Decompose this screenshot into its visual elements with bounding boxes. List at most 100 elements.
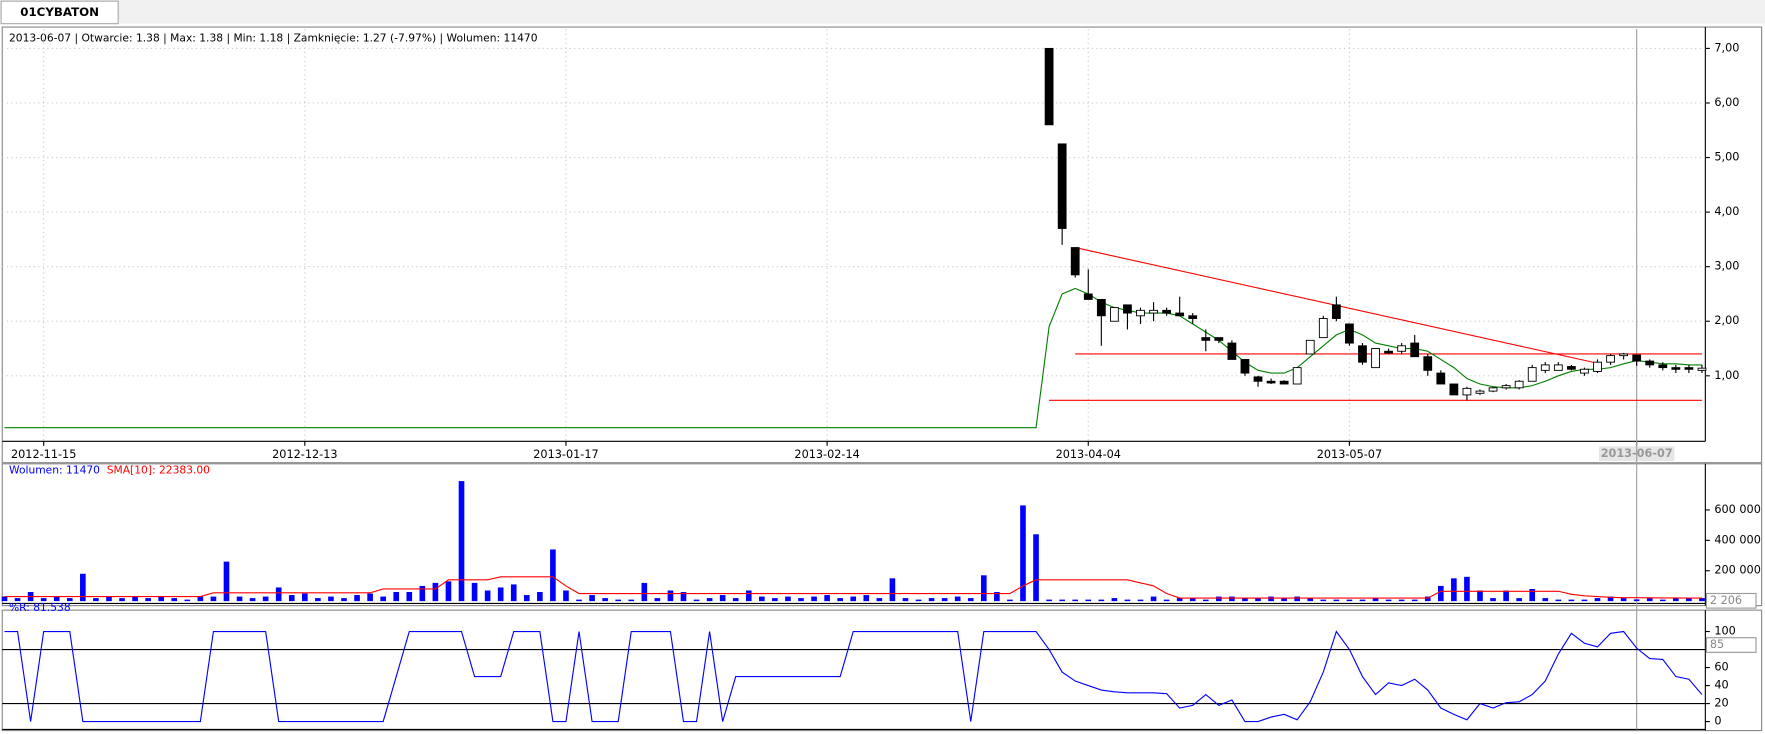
volume-bar — [1020, 505, 1026, 602]
candle-body — [1540, 364, 1550, 371]
y-tick-label: 400 000 — [1714, 533, 1761, 546]
volume-bar — [328, 596, 334, 602]
volume-bar — [654, 598, 661, 602]
volume-bar — [119, 598, 125, 602]
sma-line — [4, 576, 1702, 599]
volume-bar — [497, 587, 504, 602]
candle-body — [1162, 309, 1172, 314]
volume-bar — [1503, 590, 1509, 602]
volume-bar — [1359, 599, 1366, 602]
volume-bar — [66, 598, 73, 602]
volume-bar — [1451, 578, 1457, 602]
candle-body — [1240, 358, 1250, 374]
volume-bar — [1281, 598, 1287, 602]
volume-bar — [80, 573, 86, 602]
volume-bar — [354, 595, 360, 602]
y-tick-label: 600 000 — [1714, 503, 1761, 516]
volume-bar — [445, 581, 452, 602]
volume-bar — [706, 598, 713, 602]
y-tick-label: 100 — [1714, 625, 1735, 638]
volume-bar — [928, 598, 935, 602]
volume-bar — [745, 590, 752, 602]
candle-body — [1449, 383, 1459, 396]
candle-body — [1358, 345, 1367, 363]
candle-body — [1345, 323, 1354, 344]
volume-bar — [811, 596, 817, 602]
volume-bar — [484, 590, 491, 602]
volume-bar — [419, 585, 426, 602]
candle-body — [1606, 355, 1615, 363]
volume-bar — [1098, 599, 1105, 602]
volume-bar — [288, 595, 295, 602]
volume-bar — [1385, 599, 1392, 602]
y-tick-label: 1,00 — [1714, 369, 1739, 382]
volume-bar — [432, 582, 439, 602]
volume-bar — [1581, 599, 1588, 602]
candle-body — [1227, 342, 1237, 360]
volume-bar — [1620, 598, 1627, 602]
candle-body — [1096, 298, 1106, 317]
volume-bar — [1176, 598, 1183, 602]
volume-bar — [1398, 599, 1405, 602]
volume-bar — [563, 590, 569, 602]
volume-bar — [1255, 598, 1261, 602]
volume-bar — [1, 596, 8, 602]
legend-entry: SMA[10]: 22383.00 — [107, 464, 210, 477]
y-tick-label: 20 — [1714, 697, 1728, 710]
volume-bar — [915, 599, 922, 602]
volume-bar — [223, 561, 230, 602]
volume-bar — [902, 598, 909, 602]
volume-bar — [145, 598, 151, 602]
volume-bar — [1372, 598, 1379, 602]
volume-bar — [550, 549, 556, 602]
volume-bar — [1137, 599, 1144, 602]
volume-bar — [772, 598, 778, 602]
candle-body — [1501, 385, 1511, 389]
y-tick-label: 7,00 — [1714, 41, 1739, 54]
volume-bar — [798, 598, 804, 602]
candle-body — [1175, 312, 1185, 317]
info-bar: 2013-06-07 | Otwarcie: 1.38 | Max: 1.38 … — [9, 31, 538, 44]
candle-body — [1397, 345, 1407, 352]
volume-bar — [1686, 598, 1692, 602]
tab-label[interactable]: 01CYBATON — [20, 5, 99, 19]
candle-body — [1384, 350, 1393, 354]
volume-bar — [315, 598, 321, 602]
candle-body — [1488, 387, 1498, 392]
tab[interactable] — [0, 0, 119, 25]
candle-body — [1057, 143, 1067, 229]
volume-bar — [980, 575, 987, 602]
x-tick-label: 2013-02-14 — [794, 448, 859, 461]
volume-bar — [1189, 598, 1196, 602]
candle-body — [1632, 354, 1642, 362]
volume-bar — [719, 595, 726, 602]
volume-bar — [759, 596, 765, 602]
volume-bar — [1594, 598, 1601, 602]
legend-entry: %R: 81.538 — [9, 601, 71, 614]
volume-bar — [1607, 596, 1614, 602]
candle-body — [1619, 353, 1629, 357]
candle-body — [1553, 364, 1563, 371]
candle-body — [1475, 390, 1485, 394]
price-panel — [1, 26, 1763, 464]
candle-body — [1149, 309, 1158, 314]
volume-bar — [732, 598, 739, 602]
volume-bar — [380, 596, 386, 602]
volume-bar — [693, 599, 700, 602]
candle-body — [1697, 367, 1707, 371]
tab-bar — [0, 0, 1765, 24]
volume-bar — [1699, 598, 1705, 602]
value-box-label: 2 206 — [1710, 594, 1742, 607]
volume-bar — [471, 582, 478, 602]
x-tick-label: 2013-01-17 — [533, 448, 598, 461]
volume-bar — [1202, 599, 1209, 602]
volume-bar — [1294, 596, 1300, 602]
volume-bar — [158, 596, 165, 602]
candle-body — [1423, 356, 1433, 371]
volume-bar — [1007, 599, 1013, 602]
volume-bar — [850, 596, 857, 602]
candle-body — [1514, 380, 1524, 389]
volume-bar — [589, 595, 595, 602]
candle-body — [1266, 380, 1276, 384]
volume-bar — [197, 596, 204, 602]
